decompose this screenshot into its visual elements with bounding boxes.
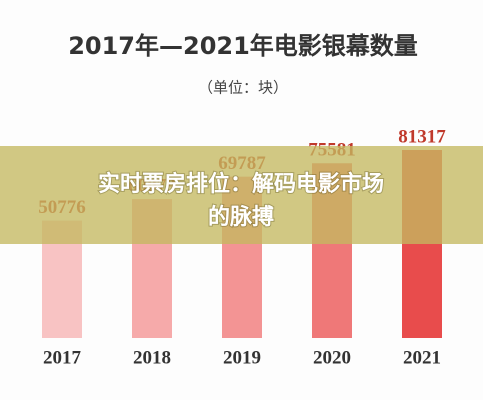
chart-title: 2017年—2021年电影银幕数量 [68,32,418,60]
x-tick-label: 2018 [133,347,171,368]
x-tick-label: 2021 [403,347,441,368]
value-label: 81317 [398,126,446,147]
banner-band [0,146,483,244]
banner-text: 实时票房排位：解码电影市场 [98,171,384,197]
banner-text: 的脉搏 [208,204,274,230]
x-tick-label: 2020 [313,347,351,368]
chart-subtitle: （单位：块） [198,79,288,97]
x-tick-label: 2019 [223,347,261,368]
x-tick-label: 2017 [43,347,82,368]
